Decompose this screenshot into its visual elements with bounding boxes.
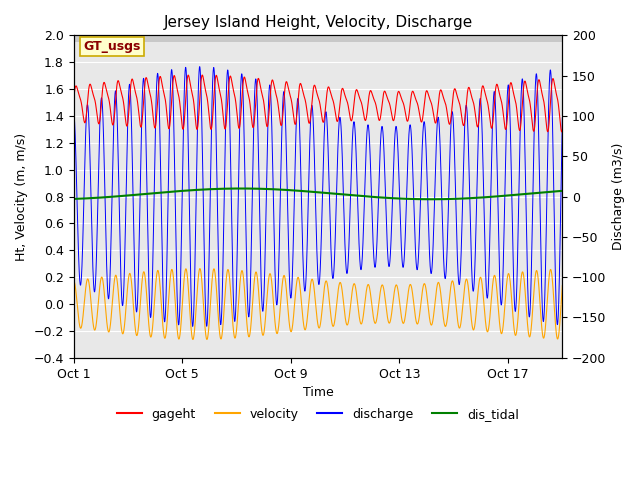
Y-axis label: Ht, Velocity (m, m/s): Ht, Velocity (m, m/s) xyxy=(15,132,28,261)
Y-axis label: Discharge (m3/s): Discharge (m3/s) xyxy=(612,143,625,250)
Legend: gageht, velocity, discharge, dis_tidal: gageht, velocity, discharge, dis_tidal xyxy=(112,403,524,426)
Text: GT_usgs: GT_usgs xyxy=(83,40,141,53)
Title: Jersey Island Height, Velocity, Discharge: Jersey Island Height, Velocity, Discharg… xyxy=(163,15,472,30)
Bar xyxy=(74,36,563,42)
X-axis label: Time: Time xyxy=(303,386,333,399)
Bar xyxy=(74,42,563,358)
